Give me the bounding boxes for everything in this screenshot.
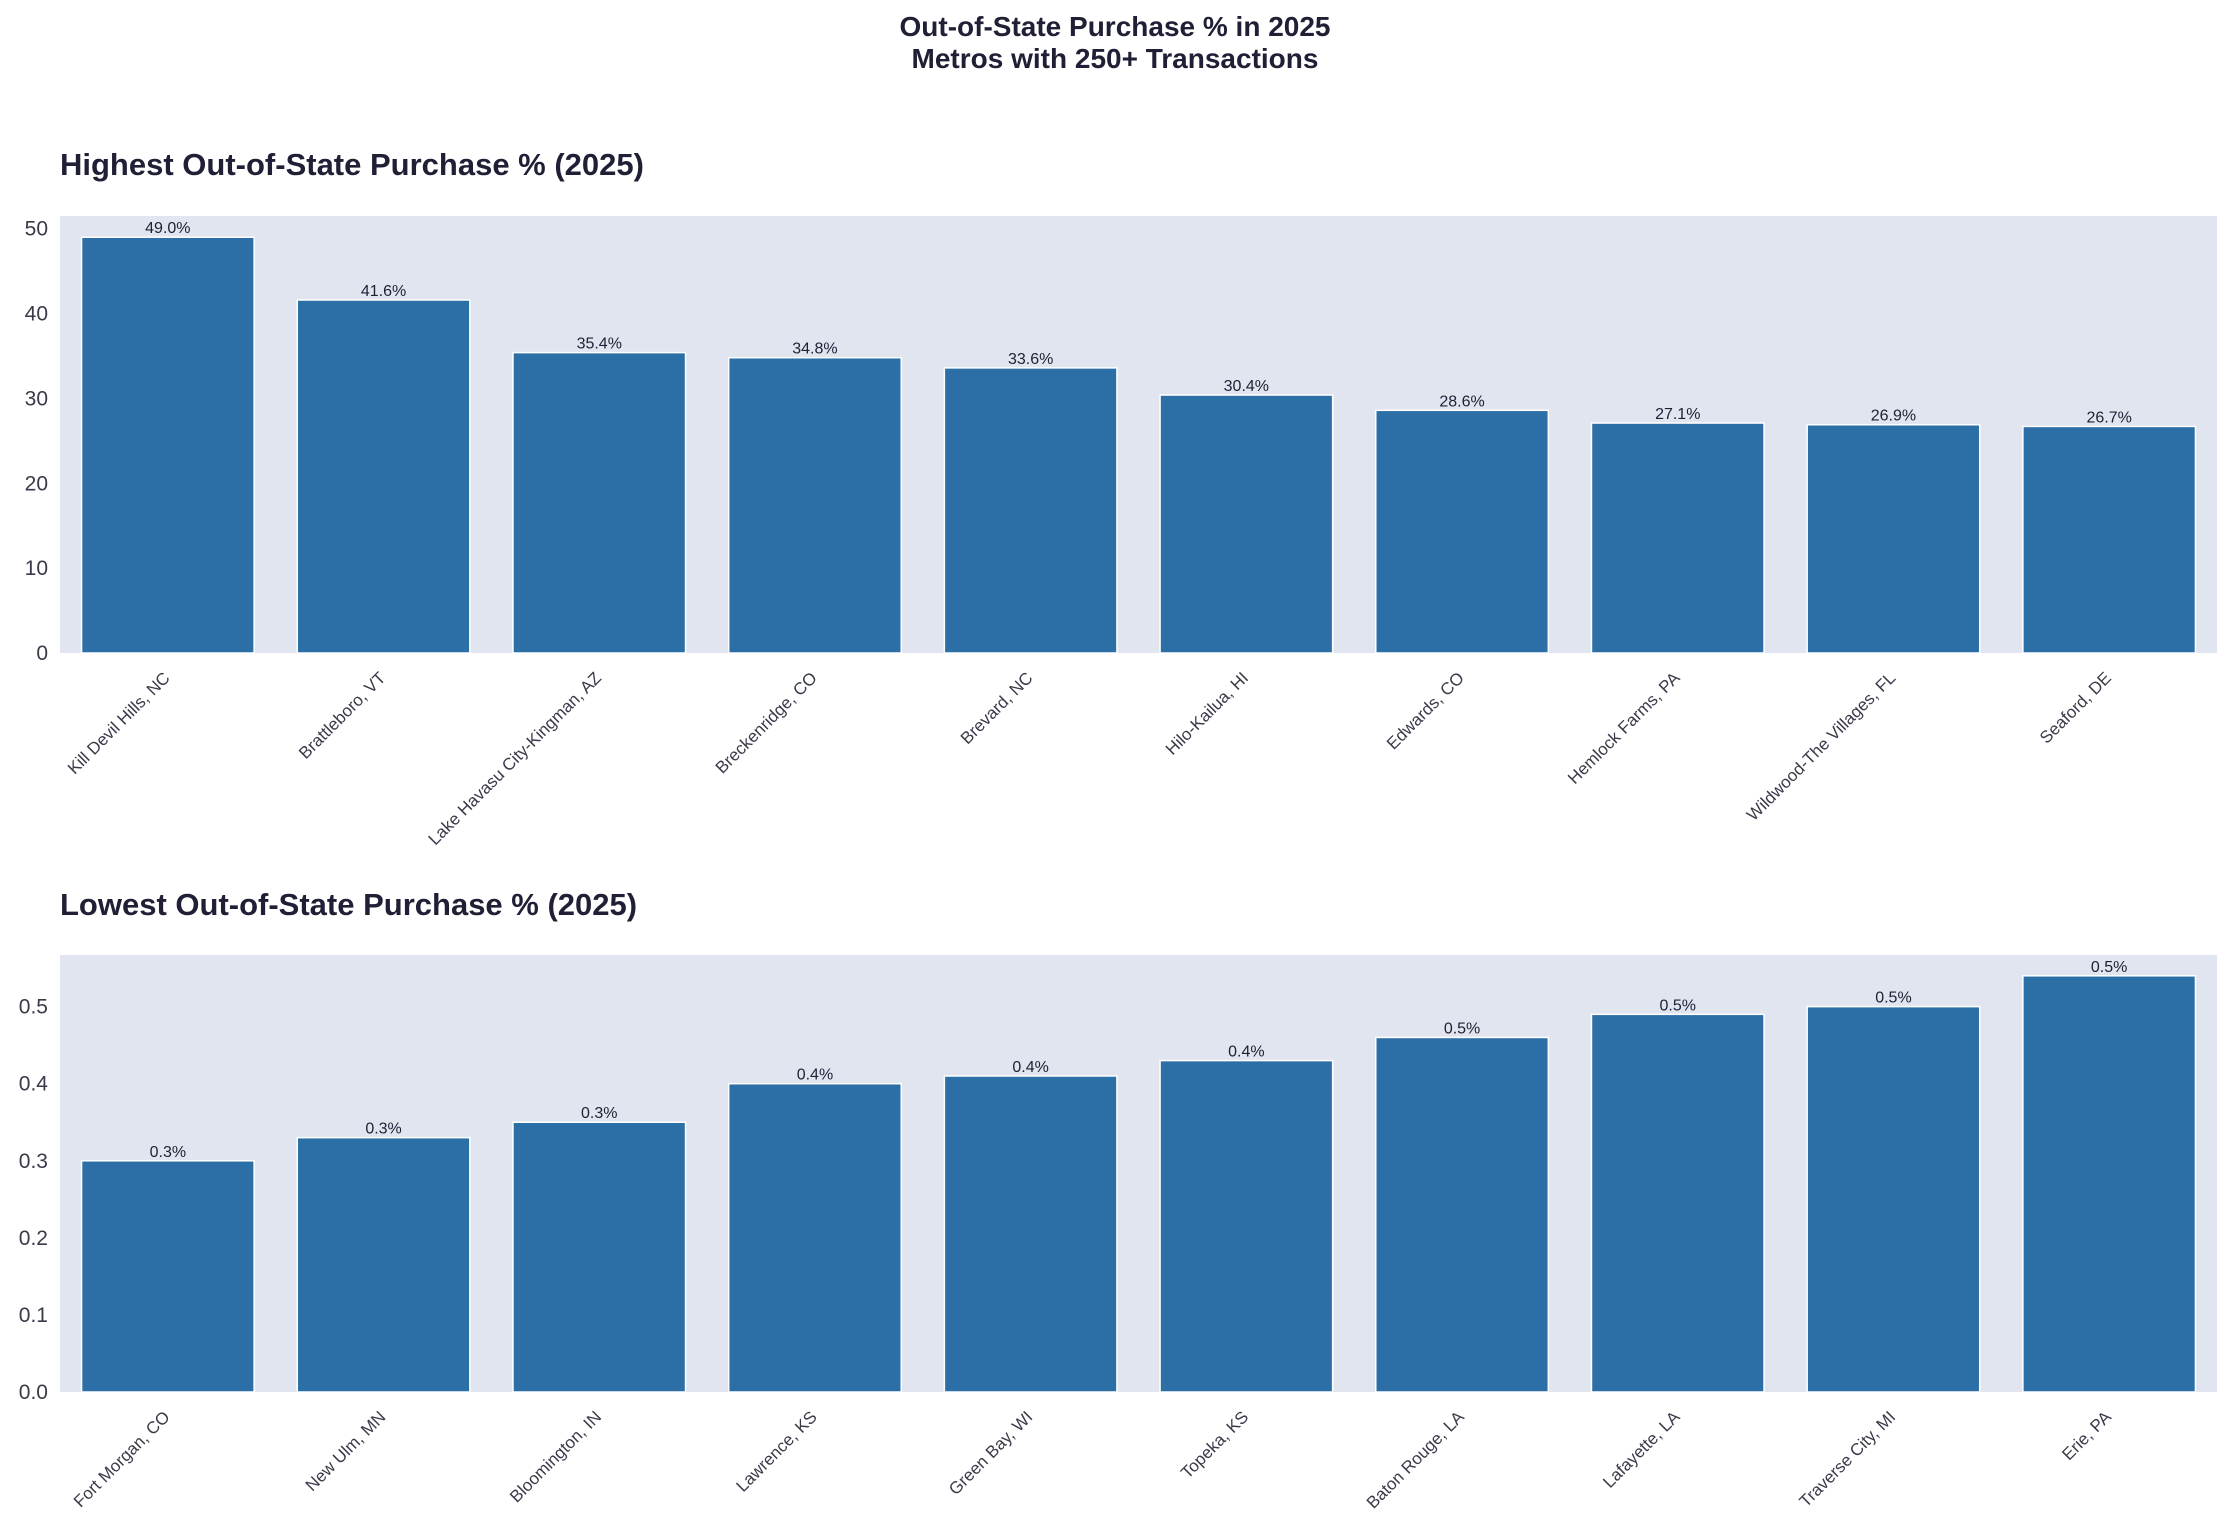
top-x-tick-label: Seaford, DE <box>2036 668 2115 747</box>
top-y-tick-label: 50 <box>25 218 48 241</box>
top-bar-value-label: 35.4% <box>577 336 622 353</box>
bottom-bar <box>296 1136 471 1393</box>
bottom-bar <box>943 1075 1118 1393</box>
top-y-tick-label: 10 <box>25 557 48 580</box>
bottom-y-tick-label: 0.3 <box>19 1150 48 1173</box>
bottom-bar-value-label: 0.4% <box>1012 1059 1048 1076</box>
bottom-x-tick-label: Erie, PA <box>2058 1407 2115 1464</box>
bottom-x-tick-label: Traverse City, MI <box>1796 1407 1900 1511</box>
bottom-bar <box>1159 1059 1334 1393</box>
bottom-bar-value-label: 0.4% <box>1228 1044 1264 1061</box>
bottom-y-tick-label: 0.5 <box>19 996 48 1019</box>
bottom-x-tick-label: Baton Rouge, LA <box>1363 1407 1468 1512</box>
top-bar <box>512 351 687 654</box>
bottom-chart-title: Lowest Out-of-State Purchase % (2025) <box>60 887 637 922</box>
bottom-bar <box>727 1082 902 1393</box>
top-bar-value-label: 26.9% <box>1871 408 1916 425</box>
bottom-bar-value-label: 0.3% <box>581 1105 617 1122</box>
bottom-x-tick-label: Green Bay, WI <box>945 1407 1036 1498</box>
top-bar <box>1159 394 1334 654</box>
bottom-bar-value-label: 0.5% <box>1660 997 1696 1014</box>
top-bar-value-label: 49.0% <box>145 220 190 237</box>
top-y-tick-label: 0 <box>36 642 48 665</box>
top-y-tick-label: 20 <box>25 472 48 495</box>
top-chart-title: Highest Out-of-State Purchase % (2025) <box>60 147 644 182</box>
top-bar-value-label: 33.6% <box>1008 351 1053 368</box>
bottom-bar <box>1806 1005 1981 1393</box>
bottom-bar-value-label: 0.5% <box>1875 990 1911 1007</box>
bottom-chart: 0.0 0.1 0.2 0.3 0.4 0.5 0.3% Fort Morgan, CO 0.3… <box>19 955 2217 1512</box>
top-bar <box>80 236 255 654</box>
figure-title-line1: Out-of-State Purchase % in 2025 <box>899 11 1330 42</box>
top-bar-value-label: 27.1% <box>1655 406 1700 423</box>
bottom-x-tick-label: New Ulm, MN <box>302 1407 390 1495</box>
bottom-x-tick-label: Fort Morgan, CO <box>70 1407 174 1511</box>
bottom-bar-value-label: 0.5% <box>2091 959 2127 976</box>
bottom-y-tick-label: 0.1 <box>19 1304 48 1327</box>
bottom-bar-value-label: 0.3% <box>150 1144 186 1161</box>
top-bar <box>1806 423 1981 654</box>
bottom-bar <box>1375 1036 1550 1393</box>
top-x-tick-label: Brattleboro, VT <box>295 668 389 762</box>
top-bar <box>1375 409 1550 654</box>
bottom-x-tick-label: Lafayette, LA <box>1599 1407 1684 1492</box>
bottom-y-tick-label: 0.0 <box>19 1381 48 1404</box>
top-y-tick-label: 30 <box>25 387 48 410</box>
bottom-y-tick-label: 0.4 <box>19 1073 49 1096</box>
top-chart: 0 10 20 30 40 50 49.0% Kill Devil Hills, NC 41.6… <box>25 216 2217 849</box>
top-x-tick-label: Wildwood-The Villages, FL <box>1743 668 1899 824</box>
top-bar-value-label: 30.4% <box>1224 378 1269 395</box>
top-bar-value-label: 28.6% <box>1439 393 1484 410</box>
top-y-tick-label: 40 <box>25 303 48 326</box>
top-x-tick-label: Edwards, CO <box>1383 668 1468 753</box>
top-bar <box>2022 425 2197 654</box>
top-bar-value-label: 34.8% <box>792 341 837 358</box>
bottom-bar <box>2022 975 2197 1393</box>
top-x-tick-label: Hemlock Farms, PA <box>1564 668 1684 788</box>
bottom-bar-value-label: 0.4% <box>797 1067 833 1084</box>
bottom-bar <box>512 1121 687 1393</box>
top-bar <box>1590 422 1765 654</box>
top-bar-value-label: 41.6% <box>361 283 406 300</box>
bottom-bar <box>80 1160 255 1393</box>
bottom-x-tick-label: Lawrence, KS <box>733 1407 821 1495</box>
bottom-x-tick-label: Topeka, KS <box>1177 1407 1252 1482</box>
top-bar-value-label: 26.7% <box>2086 409 2131 426</box>
bottom-bar-value-label: 0.5% <box>1444 1020 1480 1037</box>
bottom-bar-value-label: 0.3% <box>365 1121 401 1138</box>
bottom-x-tick-label: Bloomington, IN <box>506 1407 605 1506</box>
bottom-y-tick-label: 0.2 <box>19 1227 48 1250</box>
top-x-tick-label: Kill Devil Hills, NC <box>64 668 174 778</box>
top-x-tick-label: Lake Havasu City-Kingman, AZ <box>425 668 605 848</box>
top-bar <box>296 299 471 654</box>
figure-title-line2: Metros with 250+ Transactions <box>912 43 1319 74</box>
top-x-tick-label: Brevard, NC <box>957 668 1037 748</box>
top-x-tick-label: Breckenridge, CO <box>712 668 821 777</box>
top-bar <box>727 356 902 654</box>
bottom-bar <box>1590 1013 1765 1393</box>
top-x-tick-label: Hilo-Kailua, HI <box>1162 668 1252 758</box>
top-bar <box>943 367 1118 654</box>
